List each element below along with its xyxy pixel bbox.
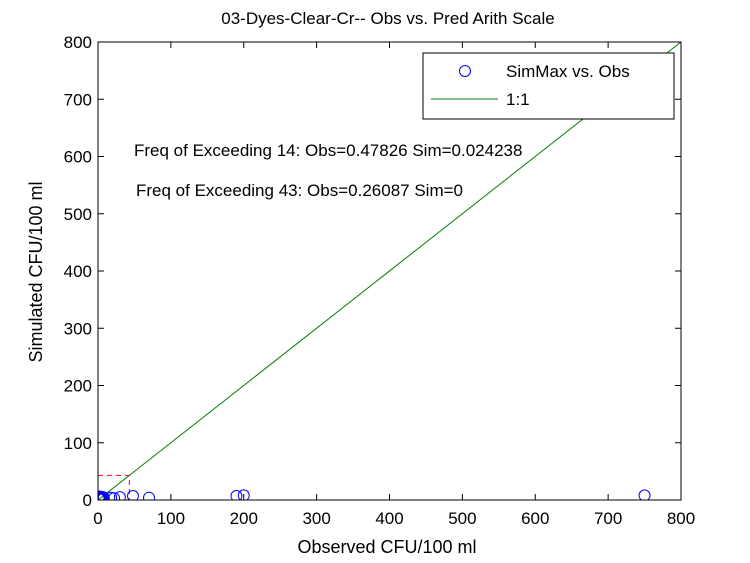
y-axis: 0 100 200 300 400 500 600 700 800 <box>64 33 681 510</box>
chart-title: 03-Dyes-Clear-Cr-- Obs vs. Pred Arith Sc… <box>221 9 554 28</box>
y-tick-label: 800 <box>64 33 92 52</box>
x-tick-label: 500 <box>448 509 476 528</box>
y-axis-title: Simulated CFU/100 ml <box>26 181 46 362</box>
legend-label-simmax: SimMax vs. Obs <box>506 62 630 81</box>
x-tick-label: 700 <box>594 509 622 528</box>
x-tick-label: 600 <box>521 509 549 528</box>
x-tick-label: 800 <box>667 509 695 528</box>
y-tick-label: 0 <box>83 491 92 510</box>
y-tick-label: 700 <box>64 90 92 109</box>
data-point-18 <box>113 491 126 500</box>
legend: SimMax vs. Obs 1:1 <box>422 52 675 120</box>
data-point-20 <box>143 491 156 500</box>
y-tick-label: 400 <box>64 262 92 281</box>
legend-box <box>422 52 675 120</box>
x-tick-label: 300 <box>302 509 330 528</box>
y-tick-label: 200 <box>64 377 92 396</box>
legend-label-1to1: 1:1 <box>506 90 530 109</box>
annotation-exceed-14: Freq of Exceeding 14: Obs=0.47826 Sim=0.… <box>134 141 522 160</box>
y-tick-label: 100 <box>64 434 92 453</box>
x-axis: 0 100 200 300 400 500 600 700 800 <box>93 42 695 528</box>
data-point-17 <box>108 492 121 500</box>
y-tick-label: 600 <box>64 148 92 167</box>
x-tick-label: 200 <box>230 509 258 528</box>
data-point-19 <box>126 489 139 500</box>
x-tick-label: 400 <box>375 509 403 528</box>
y-tick-label: 500 <box>64 205 92 224</box>
x-tick-label: 100 <box>157 509 185 528</box>
legend-marker-simmax <box>459 65 471 77</box>
y-tick-label: 300 <box>64 319 92 338</box>
data-point-16 <box>105 491 118 500</box>
annotation-exceed-43: Freq of Exceeding 43: Obs=0.26087 Sim=0 <box>136 181 463 200</box>
x-axis-title: Observed CFU/100 ml <box>297 537 476 557</box>
data-point-23 <box>638 489 651 500</box>
data-point-22 <box>237 489 250 500</box>
x-tick-label: 0 <box>93 509 102 528</box>
data-point-21 <box>230 489 243 500</box>
